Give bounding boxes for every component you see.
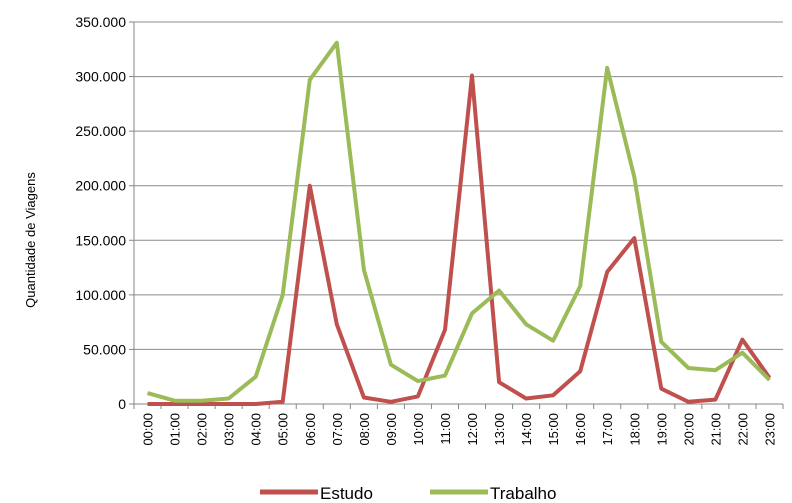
y-tick-label: 100.000 [75,287,126,303]
legend: Estudo Trabalho [260,484,556,503]
x-tick-label: 03:00 [222,413,237,446]
x-tick-label: 02:00 [195,413,210,446]
y-tick-label: 300.000 [75,69,126,85]
x-tick-label: 20:00 [681,413,696,446]
legend-label-trabalho: Trabalho [490,484,556,503]
y-axis-label: Quantidade de Viagens [23,172,38,308]
x-tick-label: 13:00 [492,413,507,446]
x-axis: 00:00 01:00 02:00 03:00 04:00 05:00 06:00 07:00… [133,404,784,446]
y-tick-label: 150.000 [75,232,126,248]
x-tick-label: 21:00 [708,413,723,446]
x-tick-label: 18:00 [627,413,642,446]
x-tick-label: 23:00 [762,413,777,446]
y-tick-label: 200.000 [75,178,126,194]
y-axis-ticks: 0 50.000 100.000 150.000 200.000 250.000 300.0… [75,14,135,412]
x-tick-label: 04:00 [249,413,264,446]
y-tick-label: 250.000 [75,123,126,139]
x-tick-label: 00:00 [141,413,156,446]
x-tick-label: 09:00 [384,413,399,446]
x-tick-label: 17:00 [600,413,615,446]
x-tick-label: 19:00 [654,413,669,446]
x-tick-label: 14:00 [519,413,534,446]
x-tick-label: 11:00 [438,413,453,445]
x-tick-label: 22:00 [735,413,750,446]
series-lines [146,40,772,406]
y-tick-label: 0 [118,396,126,412]
x-tick-label: 05:00 [276,413,291,446]
y-tick-label: 350.000 [75,14,126,30]
x-tick-label: 07:00 [330,413,345,446]
series-line-estudo [147,73,772,406]
x-tick-label: 12:00 [465,413,480,446]
x-tick-label: 06:00 [303,413,318,446]
x-tick-label: 01:00 [168,413,183,446]
x-tick-label: 08:00 [357,413,372,446]
x-tick-label: 15:00 [546,413,561,446]
y-tick-label: 50.000 [83,341,126,357]
x-tick-label: 10:00 [411,413,426,446]
x-tick-label: 16:00 [573,413,588,446]
legend-label-estudo: Estudo [320,484,373,503]
series-line-trabalho [146,40,771,403]
